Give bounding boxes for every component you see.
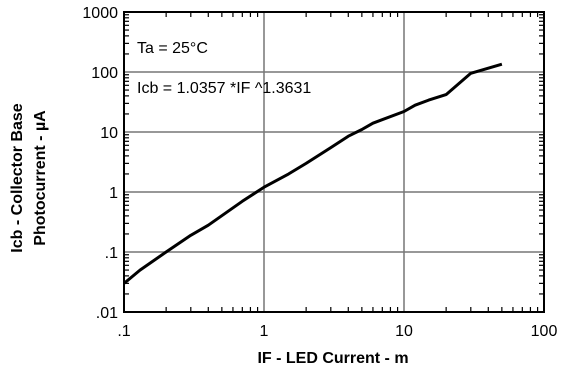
annotation-equation: Icb = 1.0357 *IF ^1.3631 <box>137 80 311 97</box>
plot-frame <box>123 11 545 313</box>
x-tick-label: 1 <box>260 323 269 340</box>
y-tick-label: .1 <box>105 245 118 262</box>
series-line-icb <box>123 62 503 285</box>
x-tick-label: 10 <box>395 323 413 340</box>
y-axis-label-line2: Photocurrent - µA <box>32 110 49 246</box>
x-tick-label: 100 <box>531 323 558 340</box>
y-tick-label: 1 <box>109 185 118 202</box>
y-tick-label: 1000 <box>82 5 118 22</box>
x-tick-labels: .1 1 10 100 <box>117 323 557 340</box>
grid <box>123 11 545 313</box>
minor-ticks <box>124 12 544 312</box>
y-tick-label: .01 <box>96 305 118 322</box>
x-tick-label: .1 <box>117 323 130 340</box>
y-tick-label: 100 <box>91 65 118 82</box>
annotation-temperature: Ta = 25°C <box>137 40 208 57</box>
y-tick-label: 10 <box>100 125 118 142</box>
x-axis-label: IF - LED Current - m <box>257 350 408 367</box>
y-axis-label-line1: Icb - Collector Base <box>9 103 26 252</box>
y-tick-labels: 1000 100 10 1 .1 .01 <box>82 5 118 322</box>
